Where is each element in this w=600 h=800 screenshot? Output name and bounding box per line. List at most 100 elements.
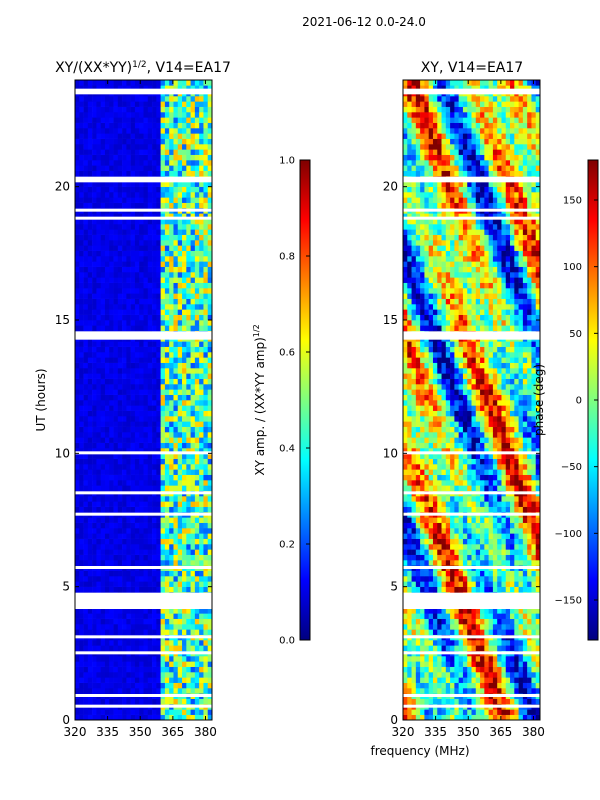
heatmap-cell: [501, 549, 507, 555]
heatmap-cell: [160, 469, 166, 475]
heatmap-cell: [96, 688, 101, 694]
heatmap-cell: [203, 629, 209, 635]
heatmap-cell: [432, 682, 438, 689]
heatmap-cell: [152, 624, 157, 630]
heatmap-cell: [160, 362, 166, 369]
heatmap-cell: [87, 426, 93, 433]
heatmap-cell: [79, 256, 84, 262]
heatmap-cell: [169, 165, 174, 171]
heatmap-cell: [182, 458, 187, 465]
heatmap-cell: [126, 218, 131, 225]
heatmap-cell: [130, 320, 136, 326]
heatmap-cell: [130, 496, 136, 502]
heatmap-cell: [535, 656, 541, 662]
heatmap-cell: [156, 298, 161, 305]
heatmap-cell: [169, 352, 174, 358]
heatmap-cell: [75, 464, 80, 470]
heatmap-cell: [505, 698, 511, 705]
heatmap-cell: [177, 165, 183, 171]
heatmap-cell: [134, 272, 140, 278]
heatmap-cell: [164, 400, 170, 406]
heatmap-cell: [83, 224, 89, 230]
heatmap-cell: [428, 682, 434, 689]
heatmap-cell: [139, 656, 144, 662]
heatmap-cell: [113, 560, 119, 566]
heatmap-cell: [139, 352, 144, 358]
heatmap-cell: [164, 320, 170, 326]
heatmap-cell: [471, 709, 477, 715]
heatmap-cell: [203, 224, 209, 230]
heatmap-cell: [403, 608, 408, 614]
heatmap-cell: [134, 218, 140, 225]
heatmap-cell: [160, 613, 166, 619]
heatmap-cell: [501, 629, 507, 635]
heatmap-cell: [190, 165, 196, 171]
heatmap-cell: [173, 688, 179, 694]
heatmap-cell: [143, 309, 149, 315]
heatmap-cell: [475, 661, 481, 667]
heatmap-cell: [104, 186, 110, 193]
heatmap-cell: [92, 469, 97, 475]
heatmap-cell: [501, 581, 507, 587]
heatmap-cell: [156, 640, 161, 646]
heatmap-cell: [156, 661, 161, 667]
heatmap-cell: [147, 96, 153, 102]
heatmap-cell: [83, 368, 89, 374]
heatmap-cell: [207, 341, 213, 347]
heatmap-cell: [156, 85, 161, 91]
heatmap-cell: [194, 213, 200, 219]
heatmap-cell: [475, 538, 481, 545]
heatmap-cell: [87, 122, 93, 129]
heatmap-cell: [160, 432, 166, 438]
heatmap-cell: [186, 688, 191, 694]
heatmap-cell: [190, 586, 196, 593]
heatmap-cell: [96, 368, 101, 374]
heatmap-cell: [177, 533, 183, 539]
heatmap-cell: [79, 448, 84, 454]
heatmap-cell: [156, 549, 161, 555]
heatmap-cell: [194, 346, 200, 353]
x-tick-label: 380: [194, 725, 217, 739]
heatmap-cell: [186, 352, 191, 358]
heatmap-cell: [411, 581, 417, 587]
heatmap-cell: [182, 533, 187, 539]
heatmap-cell: [160, 453, 166, 459]
heatmap-cell: [190, 506, 196, 513]
heatmap-cell: [130, 421, 136, 427]
heatmap-cell: [182, 282, 187, 289]
heatmap-cell: [492, 586, 498, 593]
heatmap-cell: [424, 714, 429, 721]
heatmap-cell: [100, 320, 106, 326]
heatmap-cell: [164, 437, 170, 443]
heatmap-cell: [403, 698, 408, 705]
heatmap-cell: [182, 442, 187, 449]
heatmap-cell: [190, 682, 196, 689]
heatmap-cell: [207, 410, 213, 417]
heatmap-cell: [126, 453, 131, 459]
heatmap-cell: [75, 266, 80, 273]
heatmap-cell: [411, 570, 417, 577]
heatmap-cell: [432, 661, 438, 667]
heatmap-cell: [160, 202, 166, 209]
heatmap-cell: [87, 266, 93, 273]
heatmap-cell: [87, 202, 93, 209]
heatmap-cell: [194, 154, 200, 161]
heatmap-cell: [109, 122, 114, 129]
heatmap-cell: [152, 416, 157, 422]
heatmap-cell: [497, 645, 502, 651]
heatmap-cell: [104, 506, 110, 513]
heatmap-cell: [100, 560, 106, 566]
heatmap-cell: [83, 645, 89, 651]
heatmap-cell: [134, 149, 140, 155]
heatmap-cell: [100, 138, 106, 145]
heatmap-cell: [164, 186, 170, 193]
heatmap-cell: [87, 496, 93, 502]
heatmap-cell: [122, 165, 127, 171]
heatmap-cell: [113, 298, 119, 305]
heatmap-cell: [96, 570, 101, 577]
heatmap-cell: [147, 661, 153, 667]
heatmap-cell: [104, 688, 110, 694]
heatmap-cell: [518, 672, 524, 678]
heatmap-cell: [169, 112, 174, 118]
heatmap-cell: [194, 426, 200, 433]
